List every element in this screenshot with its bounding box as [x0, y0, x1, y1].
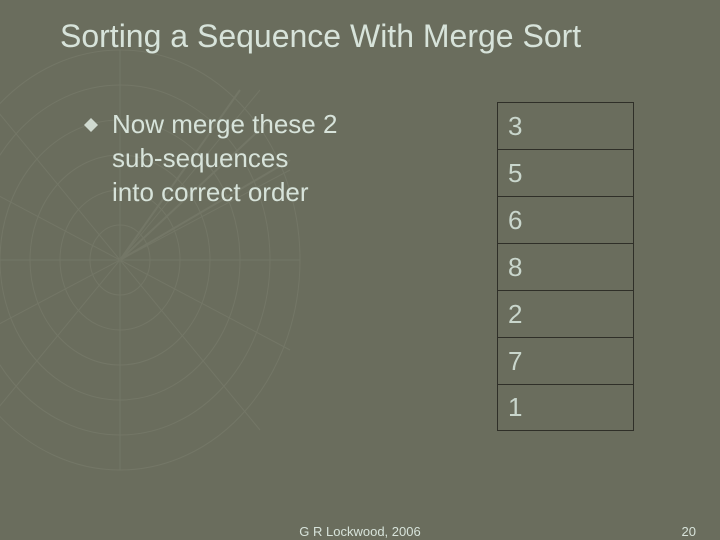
bullet-line-2: sub-sequences [112, 142, 337, 176]
bullet-line-3: into correct order [112, 176, 337, 210]
bullet-item: Now merge these 2 sub-sequences into cor… [84, 108, 337, 209]
table-cell: 8 [497, 243, 634, 290]
table-cell: 3 [497, 102, 634, 149]
table-cell: 2 [497, 290, 634, 337]
table-cell: 7 [497, 337, 634, 384]
diamond-bullet-icon [84, 118, 98, 132]
table-cell: 5 [497, 149, 634, 196]
footer-page-number: 20 [682, 524, 696, 539]
table-cell: 6 [497, 196, 634, 243]
footer-author: G R Lockwood, 2006 [299, 524, 420, 539]
table-cell: 1 [497, 384, 634, 431]
bullet-text: Now merge these 2 sub-sequences into cor… [112, 108, 337, 209]
background-dish-graphic [0, 30, 400, 490]
slide-title: Sorting a Sequence With Merge Sort [60, 18, 690, 55]
bullet-line-1: Now merge these 2 [112, 108, 337, 142]
number-table: 3 5 6 8 2 7 1 [497, 102, 634, 431]
